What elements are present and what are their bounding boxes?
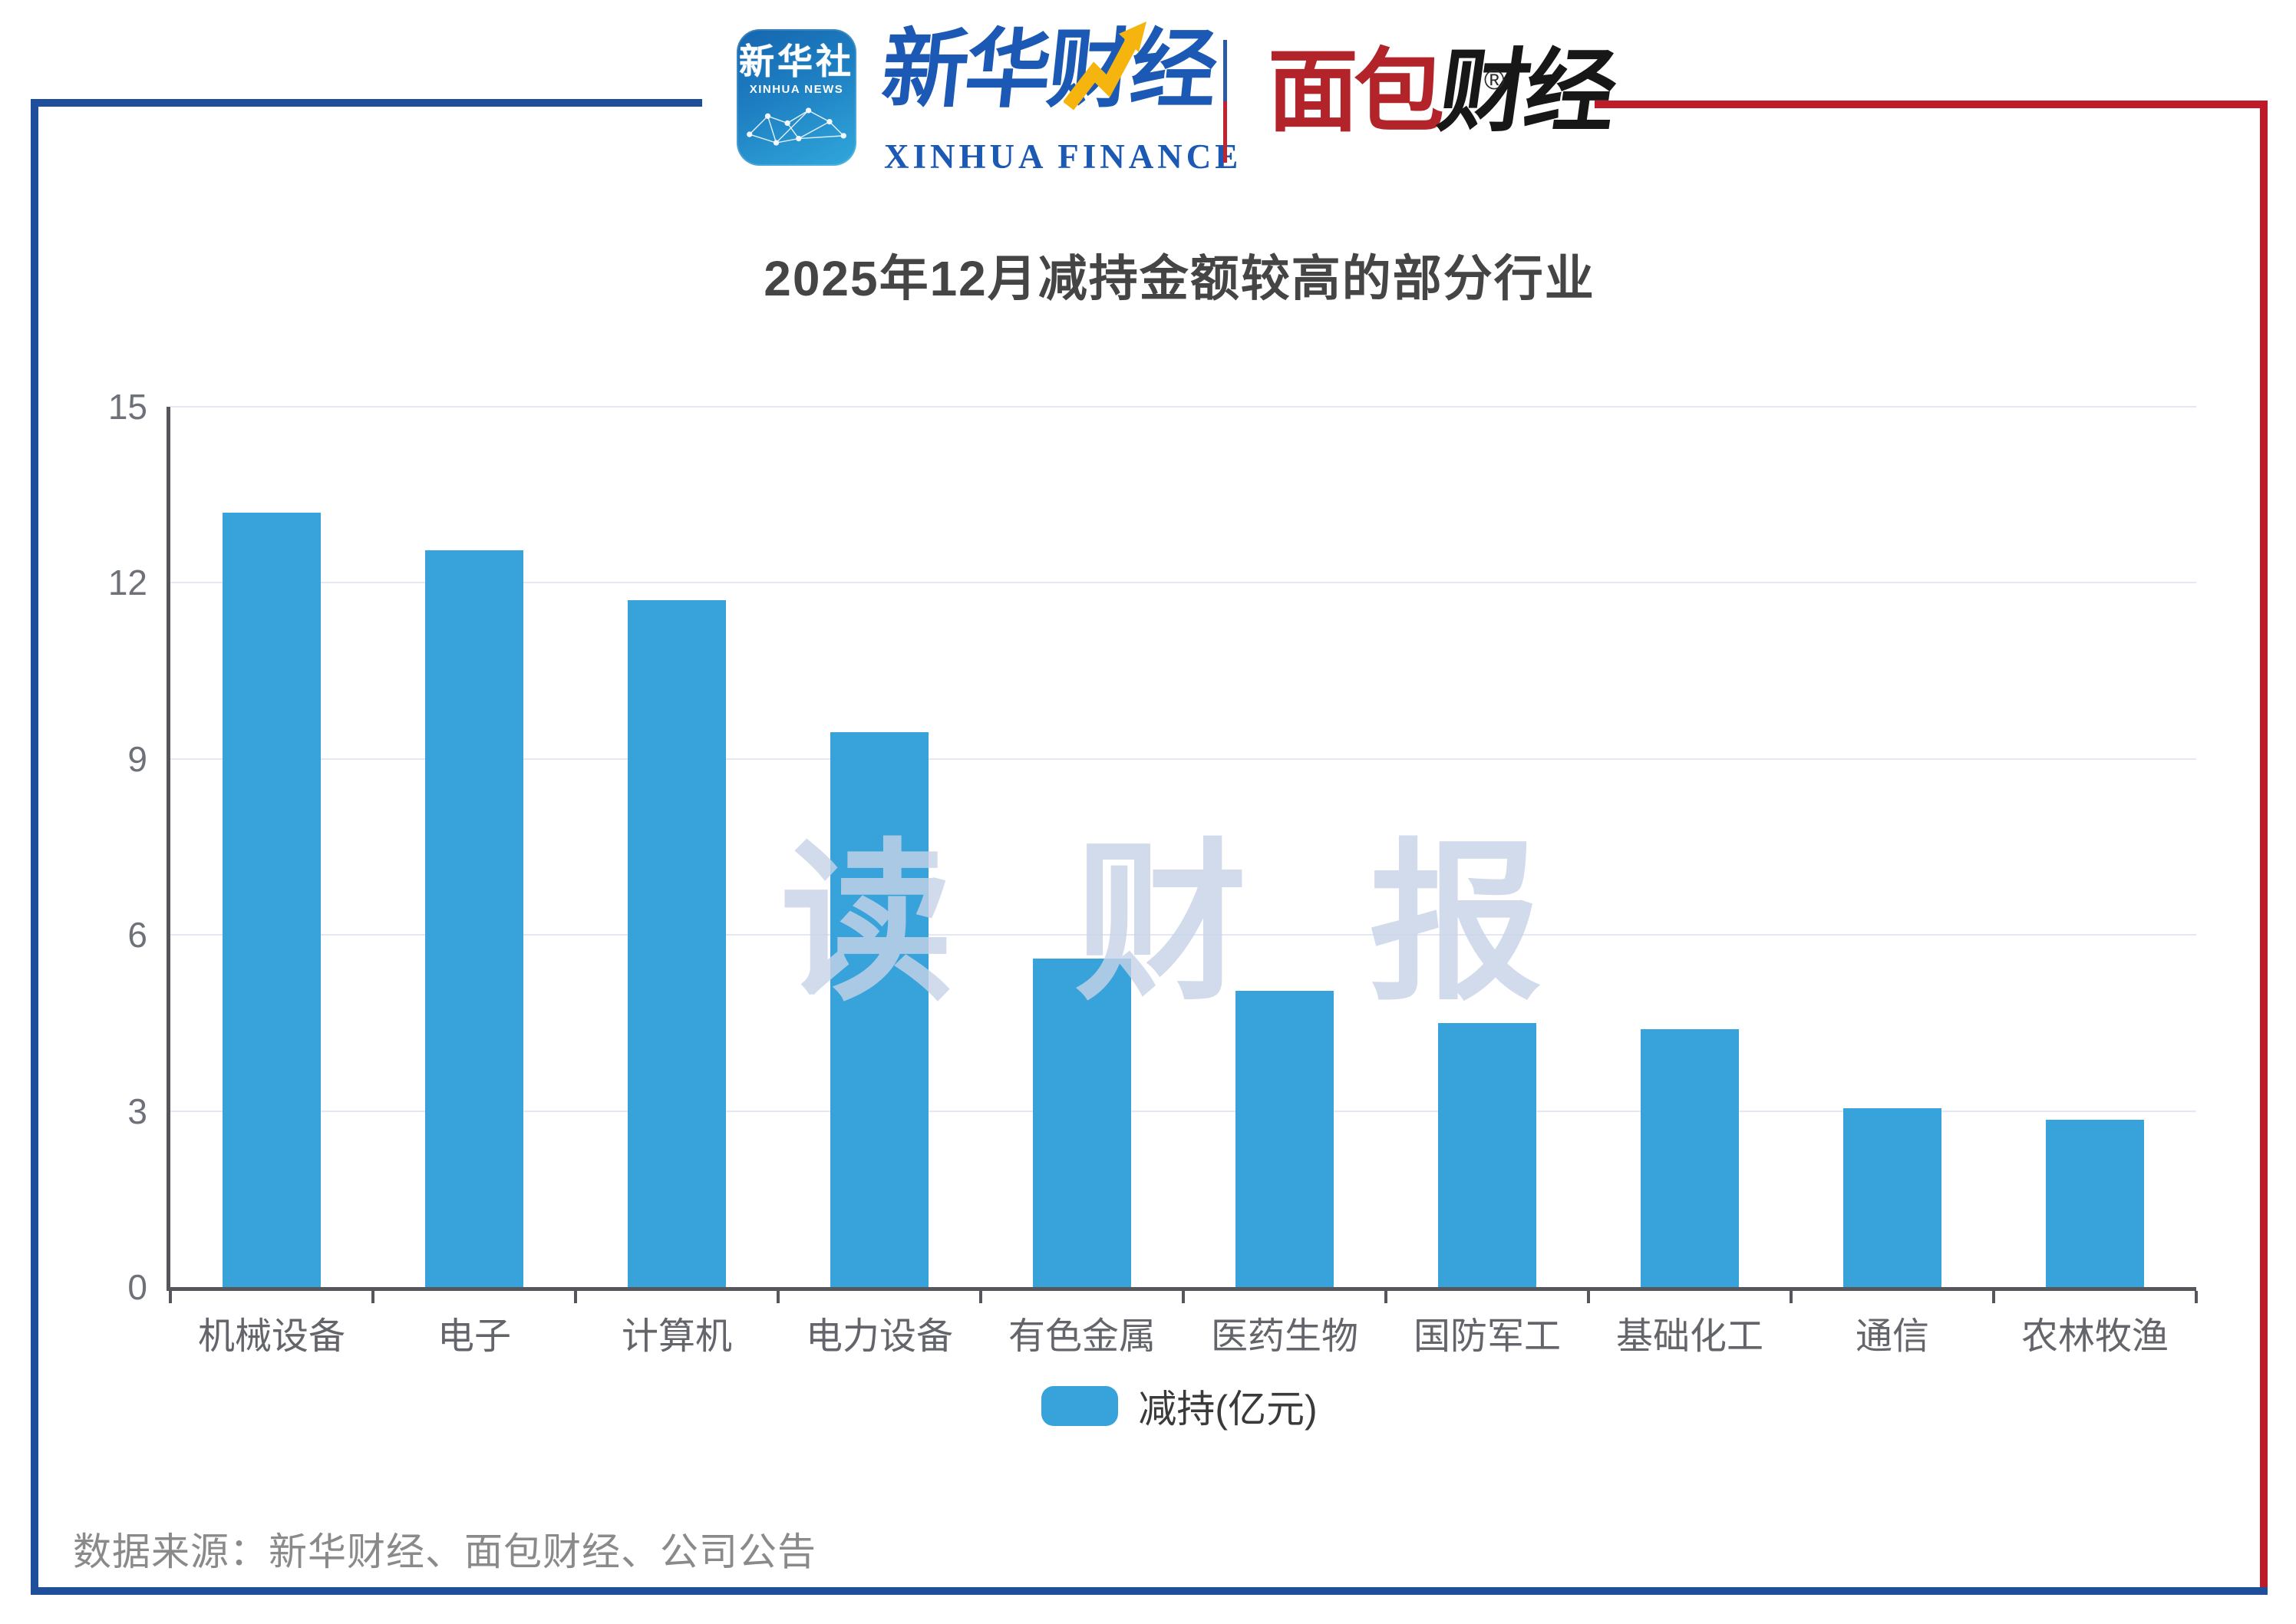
bar-电子 bbox=[425, 550, 523, 1287]
x-label-计算机: 计算机 bbox=[621, 1316, 732, 1357]
registered-mark: ® bbox=[1484, 64, 1505, 95]
frame-border-top-left bbox=[31, 99, 702, 107]
frame-border-bottom bbox=[31, 1587, 2268, 1595]
x-axis-tick-7 bbox=[1587, 1291, 1590, 1303]
logo-divider bbox=[1223, 40, 1227, 163]
y-tick-label-3: 3 bbox=[127, 1091, 147, 1131]
trend-arrow-icon bbox=[1064, 21, 1146, 111]
x-axis-tick-6 bbox=[1384, 1291, 1387, 1303]
y-tick-label-12: 12 bbox=[107, 563, 147, 603]
x-label-电子: 电子 bbox=[437, 1316, 511, 1357]
plot-area: 0 3 6 9 12 15 机械设备 电子 计算机 电力设备 有色金属 医药生物 国防军工 基础化工 通信… bbox=[108, 389, 2198, 1357]
frame-border-top-right bbox=[1595, 101, 2268, 108]
x-axis-tick-8 bbox=[1790, 1291, 1793, 1303]
x-axis-tick-5 bbox=[1182, 1291, 1185, 1303]
maibao-finance-logo: 面包财经 ® bbox=[1268, 41, 1618, 143]
bar-有色金属 bbox=[1033, 958, 1131, 1287]
x-label-通信: 通信 bbox=[1855, 1316, 1929, 1357]
bar-医药生物 bbox=[1235, 990, 1334, 1287]
y-tick-label-9: 9 bbox=[127, 738, 147, 779]
legend-label: 减持(亿元) bbox=[1138, 1388, 1318, 1431]
y-tick-label-0: 0 bbox=[127, 1267, 147, 1307]
x-axis-tick-4 bbox=[979, 1291, 982, 1303]
legend-swatch bbox=[1041, 1386, 1119, 1426]
x-label-基础化工: 基础化工 bbox=[1615, 1316, 1763, 1357]
x-label-机械设备: 机械设备 bbox=[197, 1316, 345, 1357]
chart-title: 2025年12月减持金额较高的部分行业 bbox=[764, 251, 1595, 306]
xinhua-news-icon-title: 新华社 bbox=[739, 41, 854, 81]
x-axis-tick-9 bbox=[1992, 1291, 1995, 1303]
x-axis-tick-10 bbox=[2195, 1291, 2198, 1303]
network-graphic-icon bbox=[747, 107, 846, 146]
gridline-6 bbox=[170, 934, 2196, 936]
x-label-农林牧渔: 农林牧渔 bbox=[2021, 1316, 2169, 1357]
gridline-15 bbox=[170, 406, 2196, 408]
chart-legend: 减持(亿元) bbox=[167, 1378, 2192, 1434]
xinhua-finance-logo-en: XINHUA FINANCE bbox=[884, 137, 1242, 176]
y-tick-label-15: 15 bbox=[107, 387, 147, 427]
bar-电力设备 bbox=[830, 732, 929, 1287]
bar-国防军工 bbox=[1438, 1022, 1536, 1287]
x-label-医药生物: 医药生物 bbox=[1210, 1316, 1358, 1357]
frame-border-right bbox=[2260, 101, 2268, 1595]
data-source-note: 数据来源：新华财经、面包财经、公司公告 bbox=[73, 1530, 816, 1573]
gridline-9 bbox=[170, 758, 2196, 760]
gridline-3 bbox=[170, 1110, 2196, 1112]
bar-机械设备 bbox=[223, 512, 321, 1287]
bar-计算机 bbox=[628, 600, 726, 1287]
maibao-logo-red-part: 面包 bbox=[1268, 41, 1444, 143]
x-axis-tick-2 bbox=[574, 1291, 577, 1303]
x-axis-tick-0 bbox=[169, 1291, 172, 1303]
xinhua-news-app-icon: 新华社 XINHUA NEWS bbox=[737, 29, 856, 166]
x-axis-tick-1 bbox=[371, 1291, 374, 1303]
bar-通信 bbox=[1843, 1107, 1941, 1287]
xinhua-news-icon-subtitle: XINHUA NEWS bbox=[749, 83, 844, 96]
x-axis-tick-3 bbox=[777, 1291, 780, 1303]
y-tick-label-6: 6 bbox=[127, 915, 147, 956]
x-label-有色金属: 有色金属 bbox=[1008, 1316, 1156, 1357]
maibao-logo-black-part: 财经 bbox=[1432, 41, 1619, 143]
bar-农林牧渔 bbox=[2046, 1120, 2144, 1287]
x-label-电力设备: 电力设备 bbox=[805, 1316, 953, 1357]
frame-border-left bbox=[31, 99, 38, 1595]
bar-基础化工 bbox=[1641, 1028, 1739, 1287]
x-label-国防军工: 国防军工 bbox=[1413, 1316, 1561, 1357]
xinhua-finance-logo-cn: 新华财经 bbox=[877, 21, 1219, 117]
gridline-12 bbox=[170, 582, 2196, 584]
